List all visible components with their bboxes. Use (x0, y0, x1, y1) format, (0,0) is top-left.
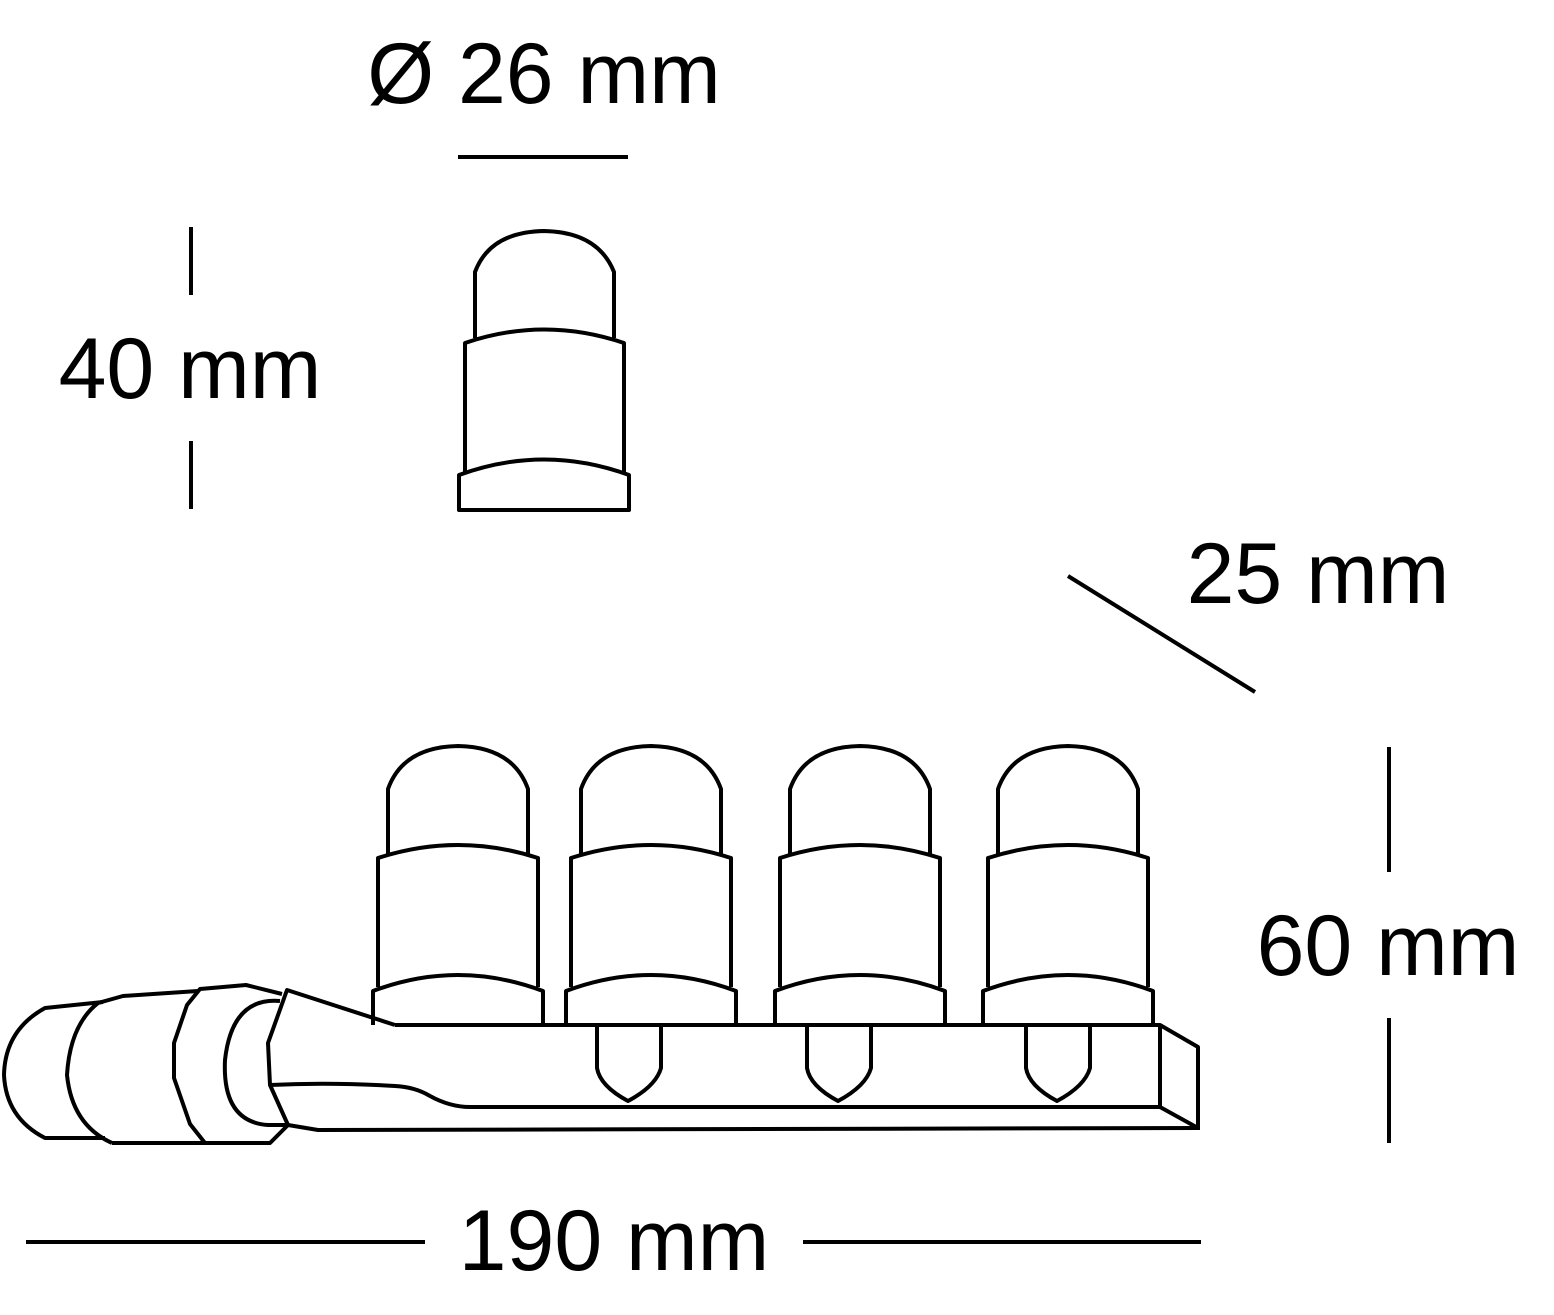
rail-peg (595, 1025, 663, 1103)
rail-end-cap (1158, 1023, 1200, 1130)
rail-lamp (564, 744, 738, 1025)
rail-lamp-dome (386, 744, 530, 854)
depth-dimension: 25 mm (1066, 526, 1450, 694)
single-height-dimension: 40 mm (59, 227, 322, 509)
depth-line (1066, 574, 1257, 694)
rail-lamp-base (371, 973, 545, 1025)
single-lamp (457, 229, 631, 512)
plug-end (2, 1000, 105, 1140)
total-width-dimension: 190 mm (26, 1193, 1201, 1289)
rail-lamp (773, 744, 947, 1025)
diameter-dimension: Ø 26 mm (367, 26, 721, 159)
rail-lamp-base (773, 973, 947, 1025)
rail-lamp-dome (579, 744, 723, 854)
single-lamp-body (463, 327, 626, 472)
rail-lamp-dome (788, 744, 932, 854)
total-height-dimension: 60 mm (1257, 747, 1520, 1143)
plug-nut (112, 983, 283, 1145)
rail-lamp-dome (996, 744, 1140, 854)
depth-label: 25 mm (1187, 526, 1450, 622)
total-height-label: 60 mm (1257, 898, 1520, 994)
rail-neck (266, 988, 396, 1126)
rail-pegs (595, 1025, 1092, 1103)
single-lamp-dome (473, 229, 616, 338)
plug-middle (65, 989, 199, 1145)
rail-peg (1024, 1025, 1092, 1103)
rail-lamp-body (986, 843, 1150, 987)
total-width-label: 190 mm (459, 1193, 770, 1289)
rail-lamp-body (376, 843, 540, 987)
rail-lamp-body (569, 843, 733, 987)
rail-lamps (371, 744, 1155, 1025)
single-lamp-base (457, 457, 631, 512)
rail-underside (269, 1081, 1160, 1109)
rail-peg (805, 1025, 873, 1103)
rail-lamp-body (778, 843, 942, 987)
rail-bottom-edge (287, 1123, 1201, 1132)
lamp-strip (2, 744, 1201, 1145)
rail-lamp-base (564, 973, 738, 1025)
rail-lamp (981, 744, 1155, 1025)
plug-collar (205, 998, 290, 1145)
diameter-label: Ø 26 mm (367, 26, 721, 122)
single-height-label: 40 mm (59, 321, 322, 417)
rail-lamp (371, 744, 545, 1025)
rail-lamp-base (981, 973, 1155, 1025)
